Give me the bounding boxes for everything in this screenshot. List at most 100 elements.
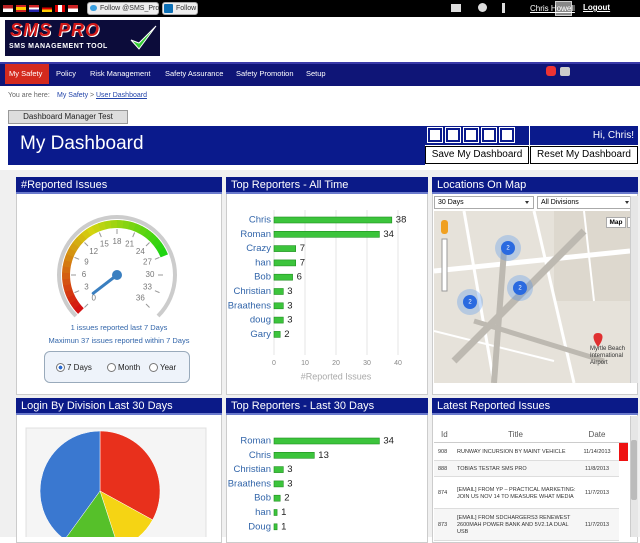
toolbar-icon[interactable]: [482, 128, 496, 142]
user-name[interactable]: Chris Howell: [530, 4, 575, 13]
value-label: 34: [383, 436, 394, 447]
category-label: Crazy: [246, 243, 271, 254]
select-arrow: [625, 201, 629, 204]
value-label: 2: [284, 493, 289, 504]
gauge-tick: [146, 304, 150, 308]
gauge-band: [76, 240, 80, 245]
radio[interactable]: [107, 363, 116, 372]
value-label: 3: [287, 286, 292, 297]
scroll-thumb: [631, 440, 637, 500]
category-label: Christian: [234, 464, 272, 475]
flag: [68, 5, 78, 12]
category-label: Bob: [254, 272, 271, 283]
gauge-tick-label: 12: [89, 247, 98, 256]
alert-icon: [546, 66, 556, 76]
gauge-band: [154, 240, 158, 245]
bar: [274, 331, 280, 337]
nav-item[interactable]: Safety Assurance: [165, 69, 223, 78]
gauge-tick: [155, 291, 160, 293]
panel-header: Login By Division Last 30 Days: [16, 398, 222, 415]
category-label: Doug: [248, 521, 271, 532]
gauge-tick: [99, 233, 101, 238]
gauge-tick: [146, 242, 150, 246]
breadcrumb-link[interactable]: User Dashboard: [96, 92, 147, 99]
flag: [3, 5, 13, 12]
gauge-note: Maximun 37 issues reported within 7 Days: [16, 336, 222, 348]
table-cell: [EMAIL] FROM YP – PRACTICAL MARKETING: J…: [455, 479, 576, 508]
category-label: Bob: [254, 493, 271, 504]
gauge-band: [99, 225, 105, 227]
panel-header: Locations On Map: [432, 177, 638, 194]
toolbar-icon[interactable]: [428, 128, 442, 142]
radio[interactable]: [56, 363, 65, 372]
gauge-band: [73, 301, 77, 306]
x-tick-label: 30: [363, 360, 371, 367]
breadcrumb-separator: >: [90, 92, 94, 99]
table-cell: 873: [436, 511, 455, 540]
reset-button[interactable]: Reset My Dashboard: [530, 146, 638, 164]
gauge-tick-label: 27: [143, 257, 152, 266]
twitter-button[interactable]: Follow @SMS_Pro: [87, 2, 159, 15]
gauge-tick-label: 6: [82, 270, 87, 279]
nav-item[interactable]: Safety Promotion: [236, 69, 294, 78]
flag: [55, 5, 65, 12]
bar: [274, 317, 283, 323]
toolbar-icon[interactable]: [464, 128, 478, 142]
gauge-tick-label: 0: [91, 293, 96, 302]
category-label: Chris: [249, 215, 271, 226]
gauge-band: [66, 267, 67, 273]
toolbar-icon[interactable]: [500, 128, 514, 142]
plane-icon: [560, 67, 570, 76]
table-cell: RUNWAY INCURSION BY MAINT VEHICLE: [455, 445, 576, 460]
value-label: 7: [300, 243, 305, 254]
radio[interactable]: [149, 363, 158, 372]
gauge-tick: [84, 304, 88, 308]
manager-button[interactable]: Dashboard Manager Test: [8, 110, 128, 124]
flag: [16, 5, 26, 12]
gauge-band: [158, 245, 161, 250]
logout[interactable]: Logout: [583, 3, 610, 12]
gauge-tick-label: 30: [146, 270, 155, 279]
table-cell: 11/7/2013: [576, 511, 618, 540]
breadcrumb-link[interactable]: My Safety: [57, 92, 88, 99]
gauge-tick-label: 33: [143, 283, 152, 292]
gauge-tick: [75, 257, 80, 259]
gauge-band: [161, 250, 164, 256]
nav-item[interactable]: My Safety: [9, 69, 42, 78]
value-label: 1: [281, 507, 286, 518]
filter-select[interactable]: 30 Days: [434, 196, 534, 209]
panel-header: Latest Reported Issues: [432, 398, 638, 415]
radio-label[interactable]: Month: [118, 363, 140, 372]
value-label: 3: [287, 464, 292, 475]
twitter-bird: [90, 5, 97, 11]
x-tick-label: 40: [394, 360, 402, 367]
page-title: My Dashboard: [20, 133, 144, 155]
gauge-band: [80, 236, 85, 240]
map-button[interactable]: Map: [606, 217, 626, 228]
gauge-band: [70, 296, 73, 302]
nav-item[interactable]: Setup: [306, 69, 326, 78]
save-button[interactable]: Save My Dashboard: [425, 146, 529, 164]
zoom-slider: [442, 239, 447, 291]
bar: [274, 289, 283, 295]
category-label: han: [255, 507, 271, 518]
category-label: Gary: [250, 329, 271, 340]
table-cell: 888: [436, 463, 455, 476]
gauge-tick-label: 18: [113, 237, 122, 246]
radio-label[interactable]: 7 Days: [67, 363, 92, 372]
nav-item[interactable]: Risk Management: [90, 69, 150, 78]
icon: [451, 4, 461, 12]
x-tick-label: 0: [272, 360, 276, 367]
value-label: 7: [300, 257, 305, 268]
column-header: Id: [436, 428, 455, 442]
bar: [274, 481, 283, 487]
filter-select[interactable]: All Divisions: [537, 196, 634, 209]
gauge-tick-label: 15: [100, 240, 109, 249]
toolbar-icon[interactable]: [446, 128, 460, 142]
nav-item[interactable]: Policy: [56, 69, 76, 78]
gauge-band: [123, 224, 129, 225]
radio-label[interactable]: Year: [160, 363, 176, 372]
column-header: Title: [455, 428, 576, 442]
icon: [502, 3, 505, 13]
